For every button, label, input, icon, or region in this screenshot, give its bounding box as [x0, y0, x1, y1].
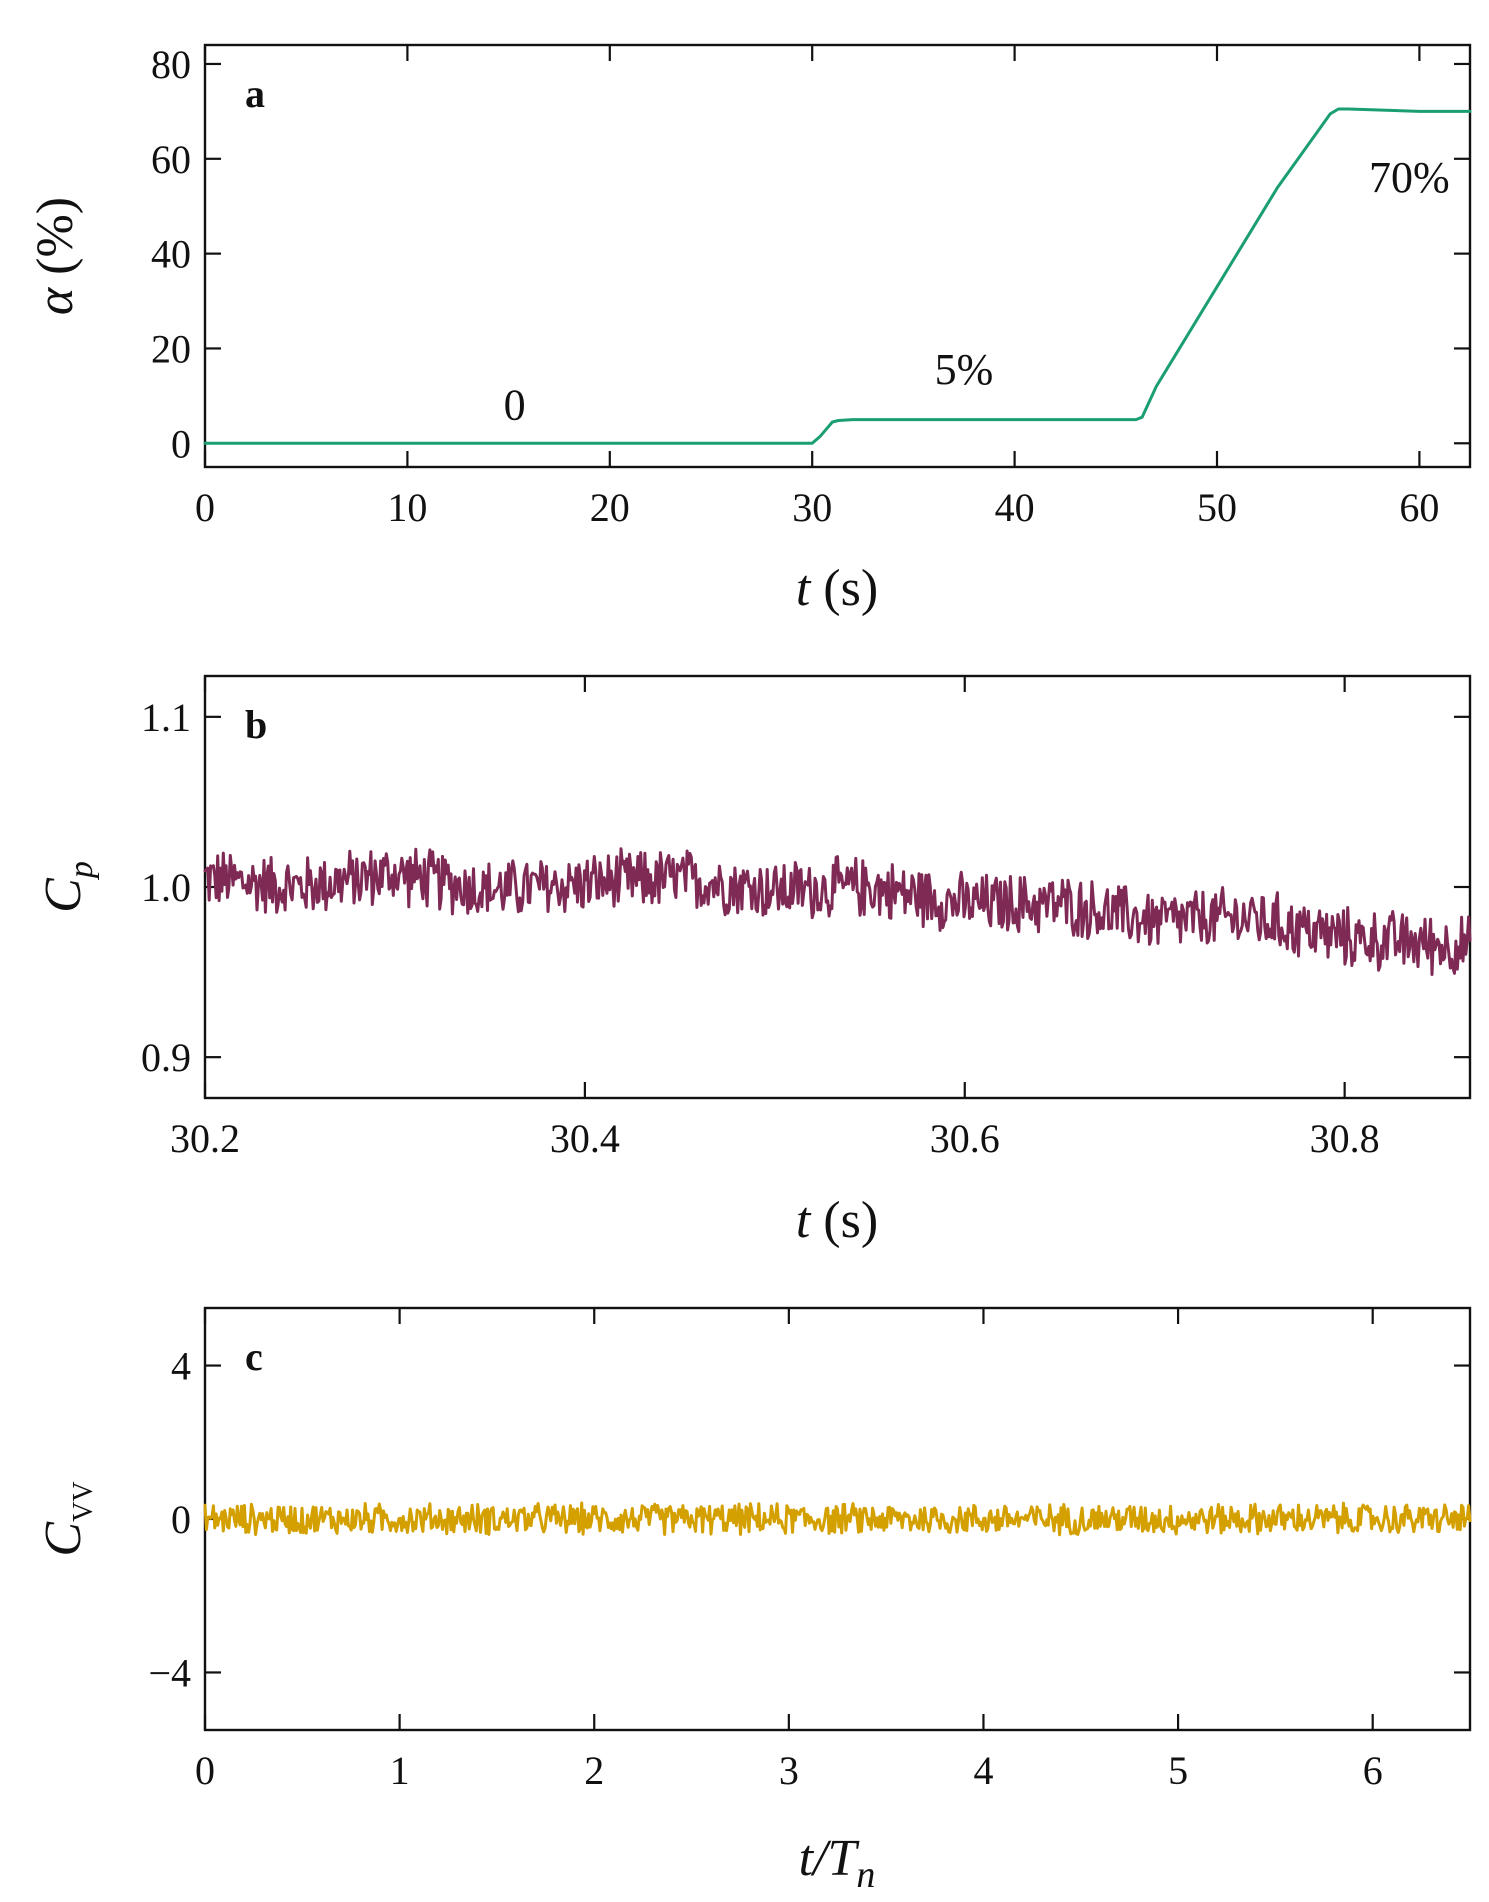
panel-c-xtick-label: 5	[1168, 1748, 1188, 1793]
panel-c-letter: c	[245, 1334, 263, 1379]
panel-b-xtick-label: 30.2	[170, 1116, 240, 1161]
panel-b: 30.2 30.4 30.6 30.8 0.9 1.0 1.1 b t (s) Cp	[35, 674, 1472, 1249]
panel-a-ytick-label: 60	[151, 137, 191, 182]
panel-b-xtick-label: 30.6	[930, 1116, 1000, 1161]
panel-a-ticks: 0 10 20 30 40 50 60 0 20 40 60 80	[151, 42, 1470, 530]
panel-a-xtick-label: 60	[1399, 485, 1439, 530]
panel-c-ytick-label: 0	[171, 1497, 191, 1542]
panel-c-x-axis-label: t/Tn	[799, 1830, 876, 1896]
panel-b-ylabel-var: C	[35, 877, 92, 913]
panel-a-ylabel-unit: (%)	[27, 197, 84, 288]
panel-a-ytick-label: 0	[171, 421, 191, 466]
panel-c-ylabel-sub: VV	[68, 1481, 99, 1521]
panel-a-xtick-label: 0	[195, 485, 215, 530]
panel-b-xlabel-var: t	[796, 1192, 812, 1249]
panel-a-xlabel-var: t	[796, 560, 812, 617]
panel-a-xtick-label: 30	[792, 485, 832, 530]
panel-c-ticks: 0 1 2 3 4 5 6 −4 0 4	[148, 1308, 1470, 1793]
panel-a-xtick-label: 20	[590, 485, 630, 530]
panel-c: 0 1 2 3 4 5 6 −4 0 4 c t/Tn CVV	[35, 1306, 1472, 1896]
panel-a-plot-frame	[203, 43, 1472, 469]
panel-b-cp-line	[203, 847, 1472, 976]
panel-c-xtick-label: 6	[1363, 1748, 1383, 1793]
panel-c-xtick-label: 4	[973, 1748, 993, 1793]
panel-a-ytick-label: 40	[151, 232, 191, 277]
panel-c-xtick-label: 0	[195, 1748, 215, 1793]
panel-a-annotation: 0	[504, 381, 526, 430]
panel-b-ytick-label: 0.9	[141, 1035, 191, 1080]
panel-b-ytick-label: 1.1	[141, 695, 191, 740]
panel-a-alpha-line	[203, 107, 1472, 445]
panel-c-xlabel-var: t/T	[799, 1830, 860, 1887]
panel-c-ytick-label: −4	[148, 1650, 191, 1695]
panel-a-ytick-label: 20	[151, 326, 191, 371]
panel-c-xtick-label: 1	[390, 1748, 410, 1793]
panel-b-letter: b	[245, 702, 267, 747]
panel-a-ytick-label: 80	[151, 42, 191, 87]
panel-a-xlabel-unit: (s)	[810, 560, 878, 617]
panel-c-xlabel-sub: n	[856, 1854, 875, 1896]
panel-a-annotation: 70%	[1369, 153, 1450, 202]
panel-b-xtick-label: 30.8	[1310, 1116, 1380, 1161]
panel-b-ticks: 30.2 30.4 30.6 30.8 0.9 1.0 1.1	[141, 676, 1470, 1161]
panel-a-y-axis-label: α (%)	[27, 197, 84, 315]
panel-c-y-axis-label: CVV	[35, 1481, 99, 1556]
panel-a-ylabel-var: α	[27, 286, 84, 315]
panel-b-ylabel-sub: p	[63, 861, 100, 880]
panel-a-xtick-label: 10	[387, 485, 427, 530]
panel-c-xtick-label: 2	[584, 1748, 604, 1793]
panel-c-xtick-label: 3	[779, 1748, 799, 1793]
panel-a-x-axis-label: t (s)	[796, 560, 878, 617]
panel-c-ylabel-var: C	[35, 1521, 92, 1557]
panel-b-xtick-label: 30.4	[550, 1116, 620, 1161]
panel-b-x-axis-label: t (s)	[796, 1192, 878, 1249]
panel-b-ytick-label: 1.0	[141, 865, 191, 910]
panel-b-y-axis-label: Cp	[35, 861, 100, 913]
panel-c-ytick-label: 4	[171, 1344, 191, 1389]
panel-a-xtick-label: 40	[995, 485, 1035, 530]
panel-b-xlabel-unit: (s)	[810, 1192, 878, 1249]
panel-a-annotation: 5%	[935, 345, 994, 394]
panel-c-cvv-line	[203, 1501, 1472, 1537]
panel-a-annotations: 0 5% 70%	[504, 153, 1450, 430]
panel-a-xtick-label: 50	[1197, 485, 1237, 530]
panel-a-letter: a	[245, 71, 265, 116]
panel-a: 0 10 20 30 40 50 60 0 20 40 60 80 a 0 5% 70% t (s) α …	[27, 42, 1472, 617]
